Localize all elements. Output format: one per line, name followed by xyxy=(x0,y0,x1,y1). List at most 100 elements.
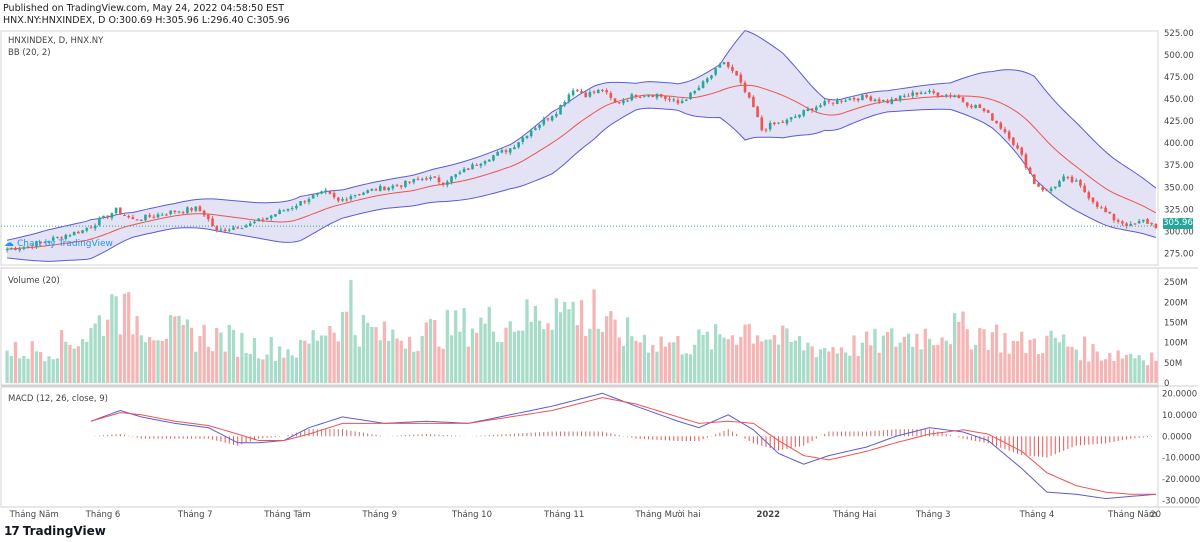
volume-bar xyxy=(386,340,391,383)
candle-down xyxy=(374,189,378,191)
volume-bar xyxy=(839,347,844,383)
volume-bar xyxy=(135,316,139,383)
volume-bar xyxy=(194,351,198,383)
volume-bar xyxy=(399,340,403,383)
candle-down xyxy=(827,100,831,102)
time-axis-tick: 2022 xyxy=(756,510,780,520)
volume-bar xyxy=(915,333,919,383)
volume-bar xyxy=(80,339,85,383)
volume-bar xyxy=(986,349,990,383)
candle-down xyxy=(437,177,441,183)
volume-bar xyxy=(676,336,680,383)
volume-bar xyxy=(1124,354,1129,383)
volume-bar xyxy=(705,331,709,383)
volume-bar xyxy=(1141,360,1145,383)
volume-bar xyxy=(290,355,294,383)
candle-down xyxy=(743,82,747,93)
candle-up xyxy=(349,196,353,200)
price-pane-title: HNXINDEX, D, HNX.NY xyxy=(8,36,104,46)
volume-bar xyxy=(240,332,244,383)
volume-bar xyxy=(282,357,286,383)
macd-axis-tick: -20.0000 xyxy=(1162,475,1200,485)
price-axis-tick: 300.00 xyxy=(1164,227,1194,237)
candle-down xyxy=(173,210,177,212)
volume-bar xyxy=(554,298,558,383)
candle-down xyxy=(190,208,193,211)
candle-down xyxy=(781,121,785,123)
candle-down xyxy=(936,92,940,96)
bollinger-band-fill xyxy=(7,30,1156,262)
volume-bar xyxy=(693,344,697,383)
candle-up xyxy=(366,190,369,193)
price-axis-tick: 400.00 xyxy=(1164,139,1194,149)
candle-up xyxy=(798,114,801,118)
volume-bar xyxy=(994,324,999,383)
volume-bar xyxy=(294,357,299,383)
volume-bar xyxy=(437,346,441,383)
volume-bar xyxy=(353,335,357,383)
candle-up xyxy=(324,190,328,192)
volume-bar xyxy=(382,321,387,383)
candle-up xyxy=(508,148,512,153)
volume-bar xyxy=(395,338,399,383)
candle-down xyxy=(580,91,583,93)
candle-up xyxy=(156,214,160,218)
candle-down xyxy=(135,219,139,221)
volume-bar xyxy=(613,319,617,383)
candle-up xyxy=(705,78,709,83)
volume-bar xyxy=(215,327,219,383)
candle-up xyxy=(672,99,676,101)
volume-bar xyxy=(978,328,982,383)
volume-bar xyxy=(433,320,437,383)
candle-down xyxy=(89,227,93,229)
candle-down xyxy=(1116,220,1120,222)
candle-down xyxy=(1087,192,1091,199)
footer-brand[interactable]: 17 TradingView xyxy=(4,524,106,538)
volume-bar xyxy=(1095,351,1099,383)
volume-bar xyxy=(311,330,315,383)
candle-up xyxy=(5,249,9,251)
candle-down xyxy=(337,197,340,201)
volume-bar xyxy=(68,344,72,383)
volume-bar xyxy=(1007,353,1011,383)
candle-up xyxy=(56,236,59,238)
volume-bar xyxy=(579,300,584,383)
candle-up xyxy=(521,137,525,142)
candle-down xyxy=(1104,207,1107,213)
time-axis-tick: Tháng 7 xyxy=(177,510,213,520)
candle-up xyxy=(194,206,198,211)
candle-up xyxy=(353,194,357,197)
cloud-icon: ☁ xyxy=(4,238,14,249)
candle-down xyxy=(181,212,185,214)
candle-up xyxy=(341,199,344,201)
volume-bar xyxy=(605,316,609,383)
pane-border xyxy=(0,30,1159,266)
candle-down xyxy=(932,91,935,93)
candle-up xyxy=(114,207,118,214)
volume-bar xyxy=(340,311,345,383)
volume-bar xyxy=(118,334,122,383)
last-price-tag: 305.96 xyxy=(1163,218,1193,229)
volume-bar xyxy=(273,360,278,383)
volume-bar xyxy=(936,344,940,383)
candle-down xyxy=(131,217,135,220)
watermark[interactable]: ☁ Chart by TradingView xyxy=(4,238,113,249)
candle-up xyxy=(35,241,38,247)
candle-down xyxy=(39,242,42,244)
volume-bar xyxy=(680,354,684,383)
volume-bar xyxy=(1074,349,1078,383)
candle-up xyxy=(160,214,164,216)
candle-down xyxy=(970,105,973,108)
volume-bar xyxy=(730,335,735,383)
time-axis-tick: Tháng Mười hai xyxy=(634,509,700,520)
candle-down xyxy=(752,96,755,108)
volume-bar xyxy=(873,328,877,383)
candle-down xyxy=(127,215,130,218)
candle-down xyxy=(1070,176,1074,183)
candle-up xyxy=(647,95,650,97)
candle-down xyxy=(383,186,386,191)
candle-up xyxy=(974,105,977,108)
volume-bar xyxy=(257,358,261,383)
candle-up xyxy=(43,241,47,243)
